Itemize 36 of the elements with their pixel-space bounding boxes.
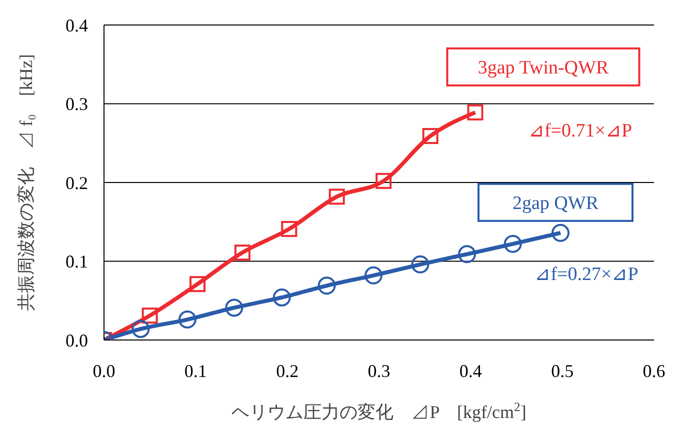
point xyxy=(364,266,382,284)
point xyxy=(132,320,150,338)
point xyxy=(190,276,206,292)
series-label: 2gap QWR xyxy=(512,192,599,214)
point xyxy=(328,188,345,205)
point xyxy=(552,224,570,242)
y-tick-label: 0.4 xyxy=(66,15,88,36)
x-tick-label: 0.2 xyxy=(276,360,299,381)
point xyxy=(422,128,438,144)
point xyxy=(178,310,196,329)
point xyxy=(376,172,392,189)
series-label: 3gap Twin-QWR xyxy=(478,57,609,78)
x-axis-title: ヘリウム圧力の変化 ⊿P [kgf/cm$^{2}$] xyxy=(232,400,526,422)
point xyxy=(234,244,250,261)
annotation: ⊿f=0.71×⊿P xyxy=(528,120,632,142)
point xyxy=(458,245,476,264)
x-tick-label: 0.0 xyxy=(92,360,116,381)
y-tick-label: 0.2 xyxy=(66,172,88,193)
y-tick-label: 0.1 xyxy=(66,252,88,272)
point xyxy=(272,288,291,306)
y-axis-title: 共振周波数の変化 ⊿ f₀ [kHz] xyxy=(16,54,36,311)
x-tick-label: 0.5 xyxy=(551,360,574,381)
annotation: ⊿f=0.27×⊿P xyxy=(534,264,638,285)
point xyxy=(142,308,158,324)
point xyxy=(467,104,484,120)
point xyxy=(411,255,430,274)
point xyxy=(281,220,298,237)
point xyxy=(318,276,336,295)
x-tick-label: 0.3 xyxy=(368,360,390,381)
y-tick-label: 0.3 xyxy=(66,94,88,114)
y-tick-label: 0.0 xyxy=(66,330,88,350)
x-tick-label: 0.4 xyxy=(459,360,482,381)
x-tick-label: 0.1 xyxy=(184,360,207,381)
point xyxy=(504,234,522,253)
x-tick-label: 0.6 xyxy=(642,360,666,381)
point xyxy=(225,298,244,317)
